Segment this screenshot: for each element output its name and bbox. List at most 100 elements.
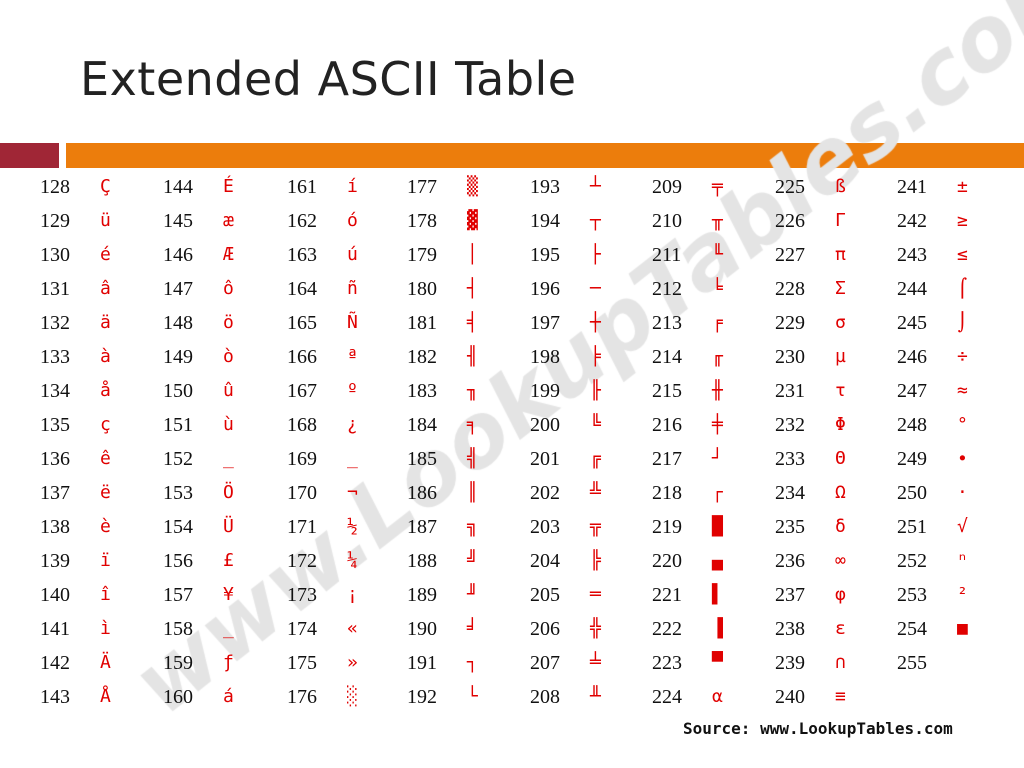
char-code: 226 [775, 210, 805, 232]
table-row: 198 ╞ [530, 342, 650, 376]
char-code: 203 [530, 516, 560, 538]
char-code: 163 [287, 244, 317, 266]
char-glyph: ╠ [590, 550, 601, 571]
char-code: 168 [287, 414, 317, 436]
char-glyph: ∞ [835, 550, 846, 571]
char-code: 220 [652, 550, 682, 572]
table-row: 149 ò [163, 342, 283, 376]
char-code: 162 [287, 210, 317, 232]
char-code: 171 [287, 516, 317, 538]
table-row: 204 ╠ [530, 546, 650, 580]
table-row: 223 ▀ [652, 648, 772, 682]
char-glyph: ╫ [712, 380, 723, 401]
table-row: 171 ½ [287, 512, 407, 546]
char-glyph: ▀ [712, 652, 723, 673]
char-glyph: ╧ [590, 652, 601, 673]
table-row: 231 τ [775, 376, 895, 410]
table-row: 174 « [287, 614, 407, 648]
char-glyph: ╘ [712, 278, 723, 299]
char-glyph: ╛ [467, 618, 478, 639]
table-row: 128 Ç [40, 172, 160, 206]
table-row: 199 ╟ [530, 376, 650, 410]
char-code: 132 [40, 312, 70, 334]
table-row: 157 ¥ [163, 580, 283, 614]
char-code: 202 [530, 482, 560, 504]
char-glyph: Ü [223, 516, 234, 537]
char-glyph: ¼ [347, 550, 358, 571]
char-glyph: ö [223, 312, 234, 333]
table-row: 137 ë [40, 478, 160, 512]
table-row: 208 ╨ [530, 682, 650, 716]
char-glyph: ┼ [590, 312, 601, 333]
table-row: 158 _ [163, 614, 283, 648]
char-code: 156 [163, 550, 193, 572]
char-code: 159 [163, 652, 193, 674]
char-code: 157 [163, 584, 193, 606]
char-glyph: ┌ [712, 482, 723, 503]
char-glyph: É [223, 176, 234, 197]
char-glyph: ╒ [712, 312, 723, 333]
char-glyph: Ç [100, 176, 111, 197]
char-glyph: _ [347, 448, 358, 469]
char-glyph: £ [223, 550, 234, 571]
char-glyph: Ä [100, 652, 111, 673]
table-row: 220 ▄ [652, 546, 772, 580]
char-glyph: ¥ [223, 584, 234, 605]
char-code: 133 [40, 346, 70, 368]
char-code: 250 [897, 482, 927, 504]
char-code: 180 [407, 278, 437, 300]
char-code: 217 [652, 448, 682, 470]
char-glyph: ╩ [590, 482, 601, 503]
char-glyph: Γ [835, 210, 846, 231]
table-row: 178 ▓ [407, 206, 527, 240]
char-glyph: ú [347, 244, 358, 265]
char-code: 167 [287, 380, 317, 402]
char-code: 146 [163, 244, 193, 266]
char-code: 245 [897, 312, 927, 334]
table-row: 209 ╤ [652, 172, 772, 206]
table-row: 159 ƒ [163, 648, 283, 682]
char-code: 131 [40, 278, 70, 300]
char-glyph: ° [957, 414, 968, 435]
table-row: 130 é [40, 240, 160, 274]
char-glyph: Å [100, 686, 111, 707]
char-glyph: á [223, 686, 234, 707]
char-glyph: ƒ [223, 652, 234, 673]
char-glyph: π [835, 244, 846, 265]
char-glyph: ∙ [957, 448, 968, 469]
table-row: 138 è [40, 512, 160, 546]
char-code: 185 [407, 448, 437, 470]
table-row: 150 û [163, 376, 283, 410]
char-code: 240 [775, 686, 805, 708]
char-code: 174 [287, 618, 317, 640]
char-code: 207 [530, 652, 560, 674]
table-row: 180 ┤ [407, 274, 527, 308]
char-code: 141 [40, 618, 70, 640]
table-row: 162 ó [287, 206, 407, 240]
table-row: 227 π [775, 240, 895, 274]
char-code: 152 [163, 448, 193, 470]
char-glyph: ß [835, 176, 846, 197]
char-code: 189 [407, 584, 437, 606]
char-glyph: ë [100, 482, 111, 503]
slide-title: Extended ASCII Table [80, 52, 577, 106]
table-row: 247 ≈ [897, 376, 1017, 410]
char-code: 188 [407, 550, 437, 572]
table-row: 163 ú [287, 240, 407, 274]
table-row: 229 σ [775, 308, 895, 342]
char-code: 178 [407, 210, 437, 232]
char-glyph: ▓ [467, 210, 478, 231]
char-glyph: ┤ [467, 278, 478, 299]
table-row: 234 Ω [775, 478, 895, 512]
char-glyph: å [100, 380, 111, 401]
table-row: 226 Γ [775, 206, 895, 240]
char-code: 145 [163, 210, 193, 232]
table-row: 191 ┐ [407, 648, 527, 682]
char-glyph: ╙ [712, 244, 723, 265]
char-glyph: φ [835, 584, 846, 605]
table-row: 225 ß [775, 172, 895, 206]
char-code: 139 [40, 550, 70, 572]
char-code: 151 [163, 414, 193, 436]
char-code: 150 [163, 380, 193, 402]
char-glyph: ⌡ [957, 312, 968, 333]
